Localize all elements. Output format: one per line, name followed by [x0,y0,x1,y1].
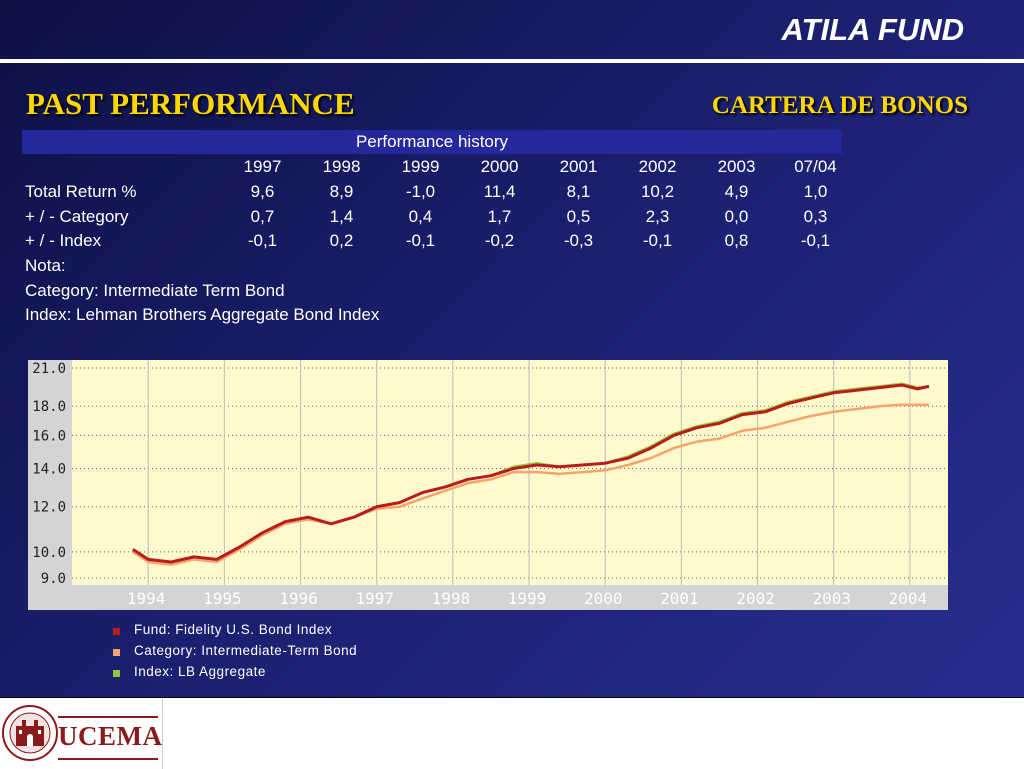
x-tick-label: 1994 [127,589,166,608]
x-tick-label: 1996 [279,589,318,608]
y-tick-label: 18.0 [32,399,66,415]
table-cell: 0,7 [250,206,275,226]
table-cell: 11,4 [483,182,516,202]
column-header: 2002 [638,157,677,177]
x-tick-label: 1995 [203,589,242,608]
table-cell: 4,9 [724,182,749,202]
performance-table-title: Performance history [22,130,842,154]
table-cell: 1,0 [803,182,828,202]
logo-text: UCEMA [58,716,162,760]
legend-item-category: Category: Intermediate-Term Bond [113,640,357,661]
table-cell: 2,3 [645,206,670,226]
university-seal-icon [2,705,58,761]
legend-label-index: Index: LB Aggregate [134,664,266,679]
table-cell: 0,2 [329,231,354,251]
table-header-row: 1997 1998 1999 2000 2001 2002 2003 07/04 [22,155,855,180]
note-index: Index: Lehman Brothers Aggregate Bond In… [25,305,380,325]
table-cell: 8,1 [566,182,591,202]
column-header: 1997 [243,157,282,177]
legend-swatch-index [113,670,120,677]
column-header: 07/04 [794,157,837,177]
legend-swatch-category [113,649,120,656]
x-tick-label: 2003 [812,589,851,608]
table-cell: -0,1 [405,231,436,251]
table-cell: 0,8 [724,231,749,251]
table-cell: 1,7 [487,206,512,226]
fund-line [132,383,930,564]
table-cell: -0,2 [484,231,515,251]
legend-label-fund: Fund: Fidelity U.S. Bond Index [134,622,333,637]
table-cell: -0,1 [800,231,831,251]
y-tick-label: 10.0 [32,545,66,561]
performance-table: 1997 1998 1999 2000 2001 2002 2003 07/04… [22,155,855,254]
legend-label-category: Category: Intermediate-Term Bond [134,643,358,658]
notes: Nota: Category: Intermediate Term Bond I… [25,254,379,328]
table-cell: 1,4 [329,206,354,226]
fund-title: ATILA FUND [781,12,964,47]
notes-heading: Nota: [25,256,66,275]
table-header-blank [22,155,223,180]
y-tick-label: 9.0 [41,571,66,587]
table-cell: 10,2 [640,182,675,202]
title-rule [0,59,1024,63]
legend-item-fund: Fund: Fidelity U.S. Bond Index [113,619,357,640]
y-tick-label: 12.0 [32,500,66,516]
row-label: + / - Index [25,231,102,251]
y-tick-label: 21.0 [32,361,66,377]
legend-item-index: Index: LB Aggregate [113,661,357,682]
table-row: Total Return % 9,6 8,9 -1,0 11,4 8,1 10,… [22,180,855,205]
table-cell: 0,5 [566,206,591,226]
x-tick-label: 2004 [889,589,928,608]
row-label: Total Return % [25,182,137,202]
table-cell: 0,0 [724,206,749,226]
column-header: 1998 [322,157,361,177]
x-tick-label: 1997 [355,589,394,608]
legend-swatch-fund [113,628,120,635]
table-cell: 0,4 [408,206,433,226]
section-title: PAST PERFORMANCE [26,86,355,121]
column-header: 2001 [559,157,598,177]
x-tick-label: 1999 [508,589,547,608]
table-cell: -0,1 [642,231,673,251]
table-cell: -1,0 [405,182,436,202]
x-tick-label: 1998 [432,589,471,608]
table-cell: 0,3 [803,206,828,226]
table-cell: -0,3 [563,231,594,251]
table-cell: 8,9 [329,182,354,202]
table-cell: 9,6 [250,182,275,202]
footer-divider [162,698,163,769]
note-category: Category: Intermediate Term Bond [25,280,285,300]
table-row: + / - Category 0,7 1,4 0,4 1,7 0,5 2,3 0… [22,204,855,229]
column-header: 1999 [401,157,440,177]
column-header: 2003 [717,157,756,177]
footer: UCEMA [0,697,1024,769]
table-cell: -0,1 [247,231,278,251]
table-row: + / - Index -0,1 0,2 -0,1 -0,2 -0,3 -0,1… [22,229,855,254]
x-tick-label: 2002 [736,589,775,608]
x-tick-label: 2000 [584,589,623,608]
y-tick-label: 14.0 [32,461,66,477]
chart-legend: Fund: Fidelity U.S. Bond Index Category:… [113,619,357,682]
x-tick-label: 2001 [660,589,699,608]
chart-svg: 21.0 18.0 16.0 14.0 12.0 10.0 9.0 1994 1995 1996 1… [28,360,948,610]
column-header: 2000 [480,157,519,177]
y-tick-label: 16.0 [32,428,66,444]
category-line [132,403,929,566]
section-subtitle: CARTERA DE BONOS [711,92,968,119]
performance-chart: 21.0 18.0 16.0 14.0 12.0 10.0 9.0 1994 1995 1996 1… [28,360,948,610]
row-label: + / - Category [25,206,129,226]
